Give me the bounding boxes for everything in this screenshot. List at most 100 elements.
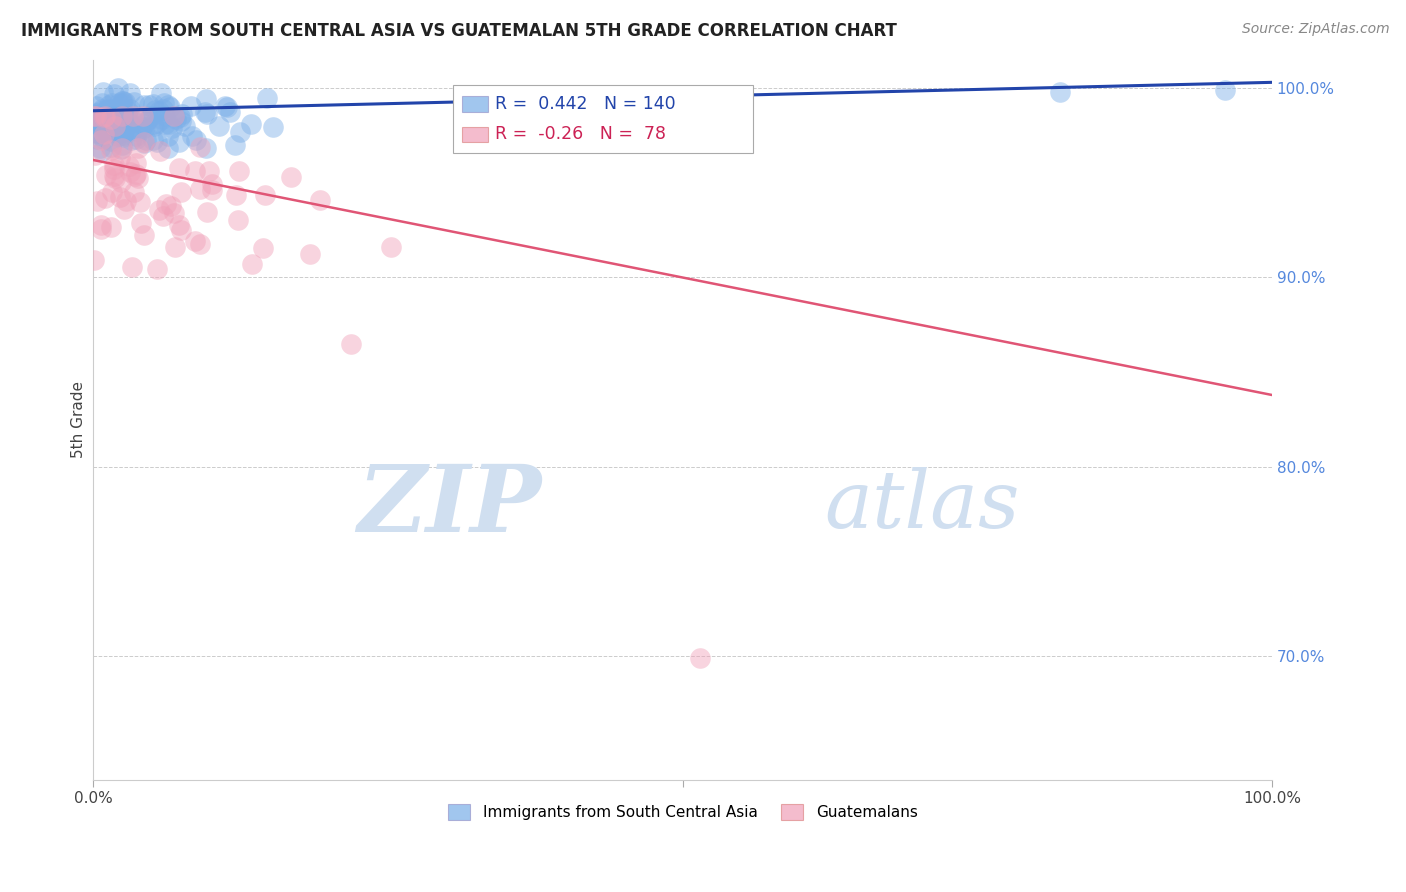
Point (86, 194, 108, 208)
Point (110, 142, 132, 156)
Point (127, 123, 149, 137)
Point (194, 104, 217, 119)
Point (198, 164, 221, 178)
Point (115, 111, 138, 125)
Point (103, 87, 125, 101)
Point (299, 247, 322, 261)
Point (152, 102, 174, 116)
Point (107, 128, 129, 143)
Point (90, 219, 112, 233)
Point (308, 193, 330, 207)
Point (122, 110, 145, 124)
Point (115, 194, 138, 209)
Point (157, 97, 180, 112)
Point (253, 188, 276, 202)
Point (101, 186, 124, 200)
Point (112, 94, 135, 108)
Point (188, 182, 211, 196)
Point (100, 112, 122, 126)
Point (127, 141, 149, 155)
Point (184, 234, 207, 248)
Point (240, 118, 263, 132)
Point (339, 337, 361, 351)
Point (128, 194, 150, 209)
Point (134, 135, 156, 149)
Point (103, 158, 125, 172)
Point (112, 202, 135, 217)
Y-axis label: 5th Grade: 5th Grade (72, 381, 86, 458)
Point (114, 120, 136, 135)
Point (104, 117, 127, 131)
Point (110, 112, 132, 127)
Point (93, 110, 115, 124)
Point (132, 110, 155, 124)
Point (120, 165, 142, 179)
Point (160, 120, 183, 135)
Point (125, 156, 148, 170)
Point (148, 104, 170, 119)
Point (84, 109, 107, 123)
Point (689, 651, 711, 665)
Point (146, 116, 169, 130)
Point (129, 123, 152, 137)
Point (142, 119, 165, 133)
Point (219, 104, 242, 119)
Bar (463, 96, 488, 112)
Point (201, 178, 224, 192)
Text: IMMIGRANTS FROM SOUTH CENTRAL ASIA VS GUATEMALAN 5TH GRADE CORRELATION CHART: IMMIGRANTS FROM SOUTH CENTRAL ASIA VS GU… (21, 22, 897, 40)
Point (1049, 85, 1071, 99)
Point (200, 183, 222, 197)
Point (98, 125, 121, 139)
Point (115, 119, 138, 133)
Point (173, 120, 195, 134)
Point (87, 126, 110, 140)
Point (114, 95, 136, 110)
Point (103, 161, 125, 176)
Point (136, 114, 159, 128)
Point (103, 121, 125, 136)
Point (94, 112, 117, 126)
Point (108, 95, 131, 110)
Point (170, 114, 193, 128)
Point (91, 95, 114, 110)
Point (98, 98, 121, 112)
Point (229, 125, 252, 139)
Point (157, 140, 180, 154)
Point (153, 109, 176, 123)
Point (167, 135, 190, 149)
Point (118, 159, 141, 173)
Point (86, 132, 108, 146)
Point (184, 164, 207, 178)
Point (163, 206, 186, 220)
Point (188, 237, 211, 252)
Point (224, 138, 246, 153)
Point (110, 150, 132, 164)
Point (112, 115, 135, 129)
Point (90, 102, 112, 116)
Point (100, 134, 122, 148)
Point (83, 109, 105, 123)
Point (170, 186, 193, 200)
Point (94, 168, 117, 182)
Point (141, 109, 163, 123)
Point (89, 112, 111, 126)
Point (256, 90, 278, 104)
Point (170, 223, 193, 237)
Point (180, 129, 202, 144)
Point (118, 114, 141, 128)
Point (142, 133, 165, 147)
Point (188, 139, 211, 153)
Point (132, 136, 155, 150)
Point (101, 124, 124, 138)
Point (83, 126, 105, 140)
Point (125, 168, 148, 182)
Point (90, 221, 112, 235)
Point (167, 219, 190, 233)
Point (148, 202, 170, 217)
Point (100, 96, 122, 111)
Point (93, 122, 115, 136)
Point (117, 114, 139, 128)
Bar (463, 127, 488, 143)
Point (94, 103, 117, 117)
Point (157, 128, 180, 143)
